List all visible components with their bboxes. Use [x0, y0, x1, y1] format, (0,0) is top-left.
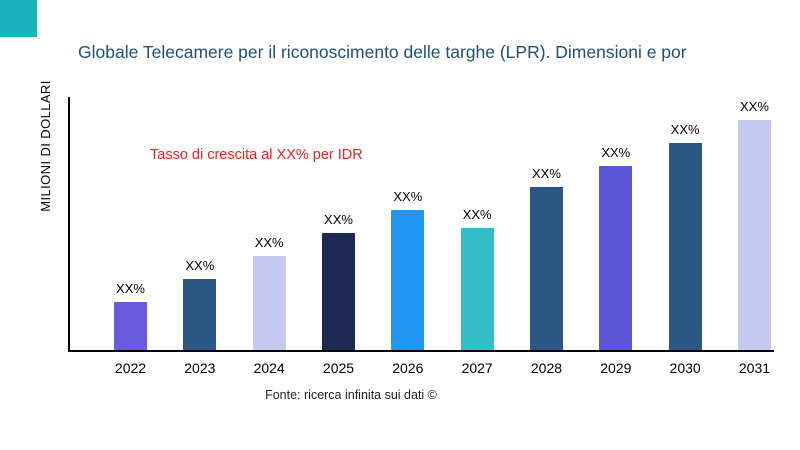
bar-2031 — [737, 120, 771, 350]
bar-value-label: XX% — [740, 99, 769, 114]
bar-value-label: XX% — [185, 257, 215, 273]
bar-2029 — [599, 166, 633, 350]
bar-value-label: XX% — [116, 280, 145, 296]
bar-value-label: XX% — [670, 122, 700, 137]
x-tick-label-2025: 2025 — [322, 360, 355, 376]
bar-column-2026: XX% 2026 — [391, 97, 425, 376]
bar-column-2025: XX% 2025 — [321, 97, 355, 376]
plot-area: XX% 2022 XX% 2023 XX% 2024 XX% 2025 XX% 2026 XX% 20… — [68, 97, 774, 376]
bars-container: XX% 2022 XX% 2023 XX% 2024 XX% 2025 XX% 2026 XX% 20… — [70, 97, 774, 376]
bar-column-2022: XX% 2022 — [114, 97, 147, 376]
x-tick-label-2022: 2022 — [114, 360, 147, 376]
bar-value-label: XX% — [254, 234, 284, 250]
bar-2025 — [321, 232, 355, 350]
bar-2022 — [114, 301, 147, 350]
source-note: Fonte: ricerca infinita sui dati © — [265, 388, 437, 402]
bar-value-label: XX% — [462, 207, 492, 223]
bar-value-label: XX% — [324, 211, 353, 227]
bar-column-2028: XX% 2028 — [529, 97, 563, 376]
chart-title: Globale Telecamere per il riconoscimento… — [78, 42, 687, 62]
bar-column-2027: XX% 2027 — [460, 97, 494, 376]
x-tick-label-2031: 2031 — [738, 360, 771, 376]
brand-corner-square — [0, 0, 37, 37]
bar-value-label: XX% — [393, 188, 423, 204]
bar-value-label: XX% — [601, 145, 631, 160]
x-tick-label-2029: 2029 — [600, 360, 632, 376]
bar-value-label: XX% — [532, 165, 561, 181]
x-tick-label-2028: 2028 — [530, 360, 563, 376]
bar-column-2031: XX% 2031 — [737, 97, 771, 376]
bar-2027 — [460, 228, 494, 350]
bar-2026 — [391, 209, 425, 350]
x-tick-label-2026: 2026 — [392, 360, 424, 376]
bar-column-2029: XX% 2029 — [599, 97, 633, 376]
x-tick-label-2030: 2030 — [669, 360, 701, 376]
bar-column-2024: XX% 2024 — [252, 97, 286, 376]
bar-2028 — [529, 186, 563, 350]
bar-column-2023: XX% 2023 — [183, 97, 217, 376]
bar-2023 — [183, 278, 217, 350]
bar-2030 — [668, 143, 702, 350]
x-tick-label-2023: 2023 — [184, 360, 216, 376]
bar-2024 — [252, 255, 286, 350]
bar-column-2030: XX% 2030 — [668, 97, 702, 376]
growth-rate-annotation: Tasso di crescita al XX% per IDR — [150, 147, 363, 163]
y-axis-label: MILIONI DI DOLLARI — [38, 80, 53, 212]
x-tick-label-2024: 2024 — [253, 360, 285, 376]
x-tick-label-2027: 2027 — [461, 360, 493, 376]
